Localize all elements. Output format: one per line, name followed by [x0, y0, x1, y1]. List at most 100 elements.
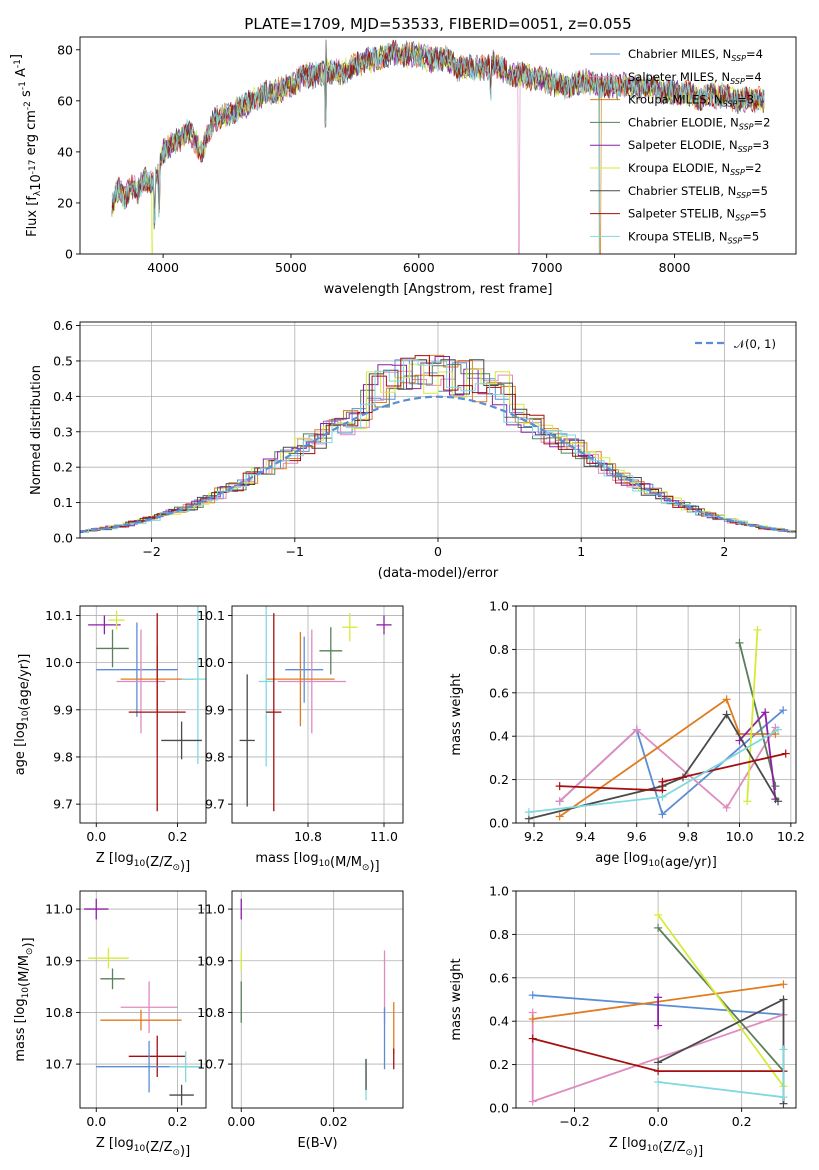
x-tick-label: 6000 — [403, 260, 435, 275]
series-line — [657, 1049, 785, 1099]
x-axis-label: Z [log10(Z/Z⊙)] — [96, 851, 190, 874]
panel-8: −0.2 0.0 0.2 0.0 0.2 0.4 0.6 0.8 1.0 Z [log10(Z/Z… — [449, 884, 797, 1159]
x-tick-label: −0.2 — [559, 1114, 589, 1129]
error-bars — [239, 606, 392, 812]
y-tick-label: 0.1 — [53, 495, 73, 510]
panel-2: 𝒩(0, 1) −2 −1 0 1 2 0.0 0.1 0.2 0.3 0.4 0.5 0.6 (data… — [29, 318, 797, 581]
panel-6: 0.0 0.2 10.7 10.8 10.9 11.0 Z [log10(Z/Z⊙)] mas… — [13, 890, 207, 1159]
error-bars — [88, 606, 206, 812]
x-tick-label: 4000 — [147, 260, 179, 275]
y-tick-label: 0.6 — [489, 970, 509, 985]
y-tick-label: 9.8 — [205, 749, 225, 764]
x-axis-label: Z [log10(Z/Z⊙)] — [609, 1136, 703, 1159]
x-axis-label: wavelength [Angstrom, rest frame] — [324, 282, 553, 297]
y-tick-label: 10.9 — [197, 953, 225, 968]
y-tick-label: 0.2 — [489, 772, 509, 787]
x-tick-label: 0.0 — [648, 1114, 668, 1129]
spectra — [111, 39, 765, 254]
y-tick-label: 9.9 — [205, 702, 225, 717]
x-tick-label: 1 — [577, 544, 585, 559]
axes-frame — [231, 605, 404, 824]
x-tick-label: 9.4 — [575, 829, 595, 844]
series-line — [528, 728, 779, 813]
x-tick-label: 0.2 — [732, 1114, 752, 1129]
y-tick-label: 0 — [65, 247, 73, 262]
y-tick-label: 10.0 — [197, 655, 225, 670]
y-tick-label: 10.1 — [197, 608, 225, 623]
x-tick-label: 0.02 — [320, 1114, 348, 1129]
y-tick-label: 9.9 — [53, 702, 73, 717]
x-tick-label: 7000 — [531, 260, 563, 275]
x-tick-label: 8000 — [659, 260, 691, 275]
y-tick-label: 20 — [57, 195, 73, 210]
x-axis-label: age [log10(age/yr)] — [595, 851, 717, 870]
y-tick-label: 0.6 — [53, 318, 73, 333]
chart-title: PLATE=1709, MJD=53533, FIBERID=0051, z=0… — [244, 15, 631, 33]
legend-entry: 𝒩(0, 1) — [734, 337, 776, 351]
series-line — [738, 642, 777, 787]
x-axis-label: (data-model)/error — [378, 566, 499, 581]
y-tick-label: 0.4 — [489, 729, 509, 744]
legend-entry: Salpeter MILES, NSSP=4 — [628, 70, 762, 86]
y-axis-label: age [log10(age/yr)] — [13, 654, 32, 776]
x-tick-label: 0.2 — [168, 829, 188, 844]
y-tick-label: 10.8 — [197, 1005, 225, 1020]
x-tick-label: 10.8 — [294, 829, 322, 844]
x-tick-label: 5000 — [275, 260, 307, 275]
y-tick-label: 0.2 — [489, 1057, 509, 1072]
y-axis-label: Flux [fλ10-17 erg cm-2 s-1 A-1] — [9, 54, 44, 237]
panel-3: 0.0 0.2 9.7 9.8 9.9 10.0 10.1 Z [log10(Z/Z⊙)] ag… — [13, 605, 207, 874]
axes-frame — [79, 605, 207, 824]
legend-entry: Kroupa ELODIE, NSSP=2 — [628, 161, 762, 177]
series-line — [657, 914, 785, 1087]
histogram-step — [80, 359, 796, 533]
x-axis-label: Z [log10(Z/Z⊙)] — [96, 1136, 190, 1159]
y-tick-label: 1.0 — [489, 599, 509, 614]
spectrum-line — [111, 43, 765, 254]
legend-entry: Kroupa STELIB, NSSP=5 — [628, 229, 759, 245]
y-tick-label: 9.7 — [53, 797, 73, 812]
panel-7: 0.00 0.02 10.7 10.8 10.9 11.0 E(B-V) — [197, 890, 404, 1151]
series-line — [559, 727, 777, 810]
y-tick-label: 10.8 — [45, 1005, 73, 1020]
legend-entry: Salpeter ELODIE, NSSP=3 — [628, 138, 769, 154]
axes-frame — [515, 605, 797, 824]
axes-frame — [515, 890, 797, 1109]
y-tick-label: 11.0 — [45, 902, 73, 917]
y-tick-label: 0.6 — [489, 685, 509, 700]
legend-entry: Chabrier ELODIE, NSSP=2 — [628, 115, 770, 131]
y-tick-label: 0.0 — [489, 1101, 509, 1116]
legend: Chabrier MILES, NSSP=4 Salpeter MILES, NS… — [590, 47, 770, 245]
x-axis-label: mass [log10(M/M⊙)] — [255, 851, 379, 874]
weight-series — [524, 625, 790, 823]
y-tick-label: 0.8 — [489, 927, 509, 942]
x-tick-label: 0.0 — [86, 1114, 106, 1129]
axes-frame — [231, 890, 404, 1109]
error-bars — [240, 898, 395, 1101]
histogram-step — [80, 355, 796, 533]
panel-4: 10.8 11.0 9.7 9.8 9.9 10.0 10.1 mass [log10(M/M… — [197, 605, 404, 874]
panel-5: 9.2 9.4 9.6 9.8 10.0 10.2 0.0 0.2 0.4 0.6 0.8 1.0 ag… — [449, 599, 805, 871]
y-tick-label: 80 — [57, 42, 73, 57]
y-tick-label: 0.8 — [489, 642, 509, 657]
legend-entry: Chabrier STELIB, NSSP=5 — [628, 184, 768, 200]
panel-1: PLATE=1709, MJD=53533, FIBERID=0051, z=0… — [9, 15, 797, 297]
y-tick-label: 9.7 — [205, 797, 225, 812]
x-tick-label: 2 — [720, 544, 728, 559]
x-axis-label: E(B-V) — [297, 1136, 337, 1151]
legend: 𝒩(0, 1) — [695, 337, 776, 351]
legend-entry: Chabrier MILES, NSSP=4 — [628, 47, 763, 63]
y-tick-label: 1.0 — [489, 884, 509, 899]
x-tick-label: 11.0 — [370, 829, 398, 844]
normal-curve — [80, 395, 794, 533]
y-axis-label: mass [log10(M/M⊙)] — [13, 937, 36, 1061]
y-tick-label: 10.1 — [45, 608, 73, 623]
y-tick-label: 0.0 — [53, 531, 73, 546]
legend-entry: Salpeter STELIB, NSSP=5 — [628, 207, 767, 223]
histograms — [80, 354, 796, 534]
weight-series — [528, 910, 788, 1108]
x-tick-label: −2 — [142, 544, 160, 559]
y-tick-label: 60 — [57, 93, 73, 108]
y-axis-label: mass weight — [449, 673, 464, 755]
series-line — [746, 629, 759, 802]
